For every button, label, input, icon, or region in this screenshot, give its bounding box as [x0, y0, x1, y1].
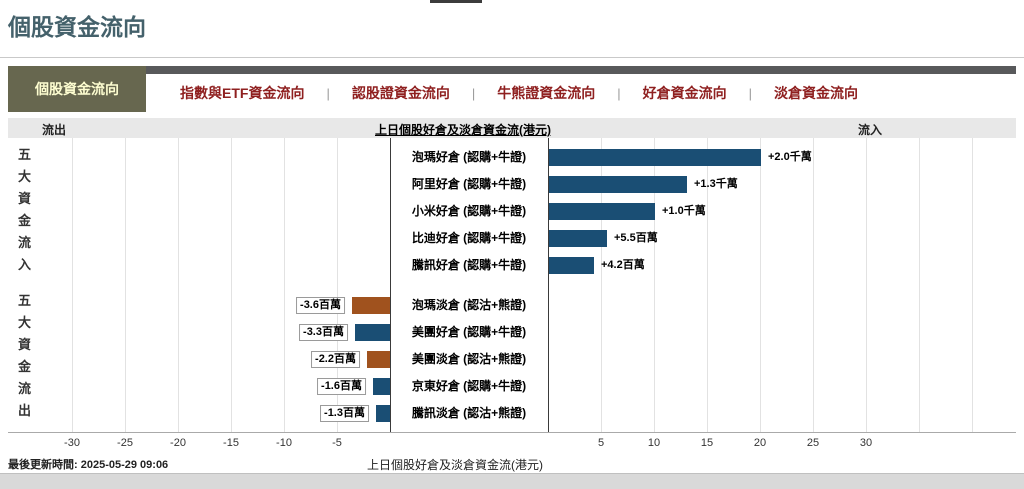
x-tick-label: -30	[64, 437, 80, 449]
bar-category-label: 京東好倉 (認購+牛證)	[411, 379, 527, 393]
bar-category-label: 美團好倉 (認購+牛證)	[411, 325, 527, 339]
zero-axis-line	[548, 138, 549, 432]
chart-title: 上日個股好倉及淡倉資金流(港元)	[375, 123, 551, 137]
flow-bar	[549, 257, 594, 274]
outflow-group-label: 五大資金流出	[17, 293, 31, 418]
outflow-label: 流出	[42, 123, 67, 137]
x-tick-label: 20	[753, 437, 767, 449]
bar-value-label: -3.6百萬	[296, 297, 345, 314]
x-tick-label: 30	[859, 437, 873, 449]
x-tick-label: -15	[223, 437, 239, 449]
tab-item-3[interactable]: 牛熊證資金流向	[497, 85, 596, 101]
tab-item-2[interactable]: 認股證資金流向	[351, 85, 450, 101]
tab-bar: 個股資金流向 指數與ETF資金流向 | 認股證資金流向 | 牛熊證資金流向 | 好倉資金流向…	[8, 66, 1016, 112]
inflow-group-label: 五大資金流入	[17, 147, 31, 272]
bar-category-label: 小米好倉 (認購+牛證)	[411, 204, 527, 218]
gridline	[760, 138, 761, 432]
chart-header-band: 流出 上日個股好倉及淡倉資金流(港元) 流入	[8, 118, 1016, 139]
bar-value-label: +5.5百萬	[614, 232, 658, 244]
gridline	[337, 138, 338, 432]
bar-category-label: 阿里好倉 (認購+牛證)	[411, 177, 527, 191]
plot-area: 五大資金流入 五大資金流出 泡瑪好倉 (認購+牛證) +2.0千萬阿里好倉 (認購…	[8, 138, 1016, 433]
x-tick-label: -20	[170, 437, 186, 449]
flow-bar	[376, 405, 390, 422]
gridline	[178, 138, 179, 432]
tab-bar-top-strip	[8, 66, 1016, 74]
bar-value-label: +1.0千萬	[662, 205, 706, 217]
x-axis-title: 上日個股好倉及淡倉資金流(港元)	[367, 458, 543, 472]
zero-axis-line	[390, 138, 391, 432]
flow-bar	[549, 230, 607, 247]
x-tick-label: -5	[332, 437, 342, 449]
bar-category-label: 泡瑪淡倉 (認沽+熊證)	[411, 298, 527, 312]
flow-bar	[549, 149, 761, 166]
x-tick-label: 15	[700, 437, 714, 449]
gridline	[284, 138, 285, 432]
gridline	[654, 138, 655, 432]
x-tick-label: 5	[597, 437, 605, 449]
x-tick-label: -25	[117, 437, 133, 449]
bar-value-label: -1.6百萬	[317, 378, 366, 395]
gridline	[919, 138, 920, 432]
bar-value-label: -3.3百萬	[299, 324, 348, 341]
tab-separator: |	[471, 85, 476, 101]
bar-value-label: -2.2百萬	[311, 351, 360, 368]
x-tick-label: 25	[806, 437, 820, 449]
x-axis: -30 -25 -20 -15 -10 -5 5 10 15 20 25 30	[8, 437, 1016, 451]
gridline	[125, 138, 126, 432]
last-update-text: 最後更新時間: 2025-05-29 09:06	[8, 459, 169, 471]
bar-category-label: 比迪好倉 (認購+牛證)	[411, 231, 527, 245]
gridline	[231, 138, 232, 432]
bar-value-label: +4.2百萬	[601, 259, 645, 271]
x-tick-label: 10	[647, 437, 661, 449]
flow-bar	[352, 297, 390, 314]
gridline	[601, 138, 602, 432]
bar-category-label: 美團淡倉 (認沽+熊證)	[411, 352, 527, 366]
gridline	[813, 138, 814, 432]
tab-separator: |	[617, 85, 621, 101]
flow-bar	[355, 324, 390, 341]
bar-category-label: 泡瑪好倉 (認購+牛證)	[411, 150, 527, 164]
gridline	[866, 138, 867, 432]
tab-item-4[interactable]: 好倉資金流向	[642, 85, 727, 101]
gridline	[72, 138, 73, 432]
bar-value-label: +2.0千萬	[768, 151, 812, 163]
tab-individual-stock-flow-active[interactable]: 個股資金流向	[8, 66, 146, 112]
cropped-top-element	[430, 0, 482, 3]
flow-bar	[549, 203, 655, 220]
gridline	[972, 138, 973, 432]
gridline	[707, 138, 708, 432]
flow-bar	[373, 378, 390, 395]
tab-item-5[interactable]: 淡倉資金流向	[774, 85, 859, 101]
bar-value-label: +1.3千萬	[694, 178, 738, 190]
title-divider	[0, 57, 1024, 58]
flow-bar	[549, 176, 687, 193]
bottom-gray-strip	[0, 473, 1024, 489]
inflow-label: 流入	[858, 123, 883, 137]
bar-value-label: -1.3百萬	[320, 405, 369, 422]
bar-category-label: 騰訊好倉 (認購+牛證)	[411, 258, 527, 272]
tab-item-1[interactable]: 指數與ETF資金流向	[180, 85, 305, 101]
x-tick-label: -10	[276, 437, 292, 449]
tab-separator: |	[326, 85, 330, 101]
tab-strip: 指數與ETF資金流向 | 認股證資金流向 | 牛熊證資金流向 | 好倉資金流向 | 淡倉資金流向	[158, 74, 880, 112]
bar-category-label: 騰訊淡倉 (認沽+熊證)	[411, 406, 527, 420]
page-title: 個股資金流向	[8, 14, 146, 40]
tab-separator: |	[748, 85, 753, 101]
flow-bar	[367, 351, 390, 368]
